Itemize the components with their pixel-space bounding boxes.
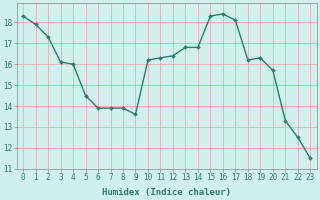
X-axis label: Humidex (Indice chaleur): Humidex (Indice chaleur): [102, 188, 231, 197]
